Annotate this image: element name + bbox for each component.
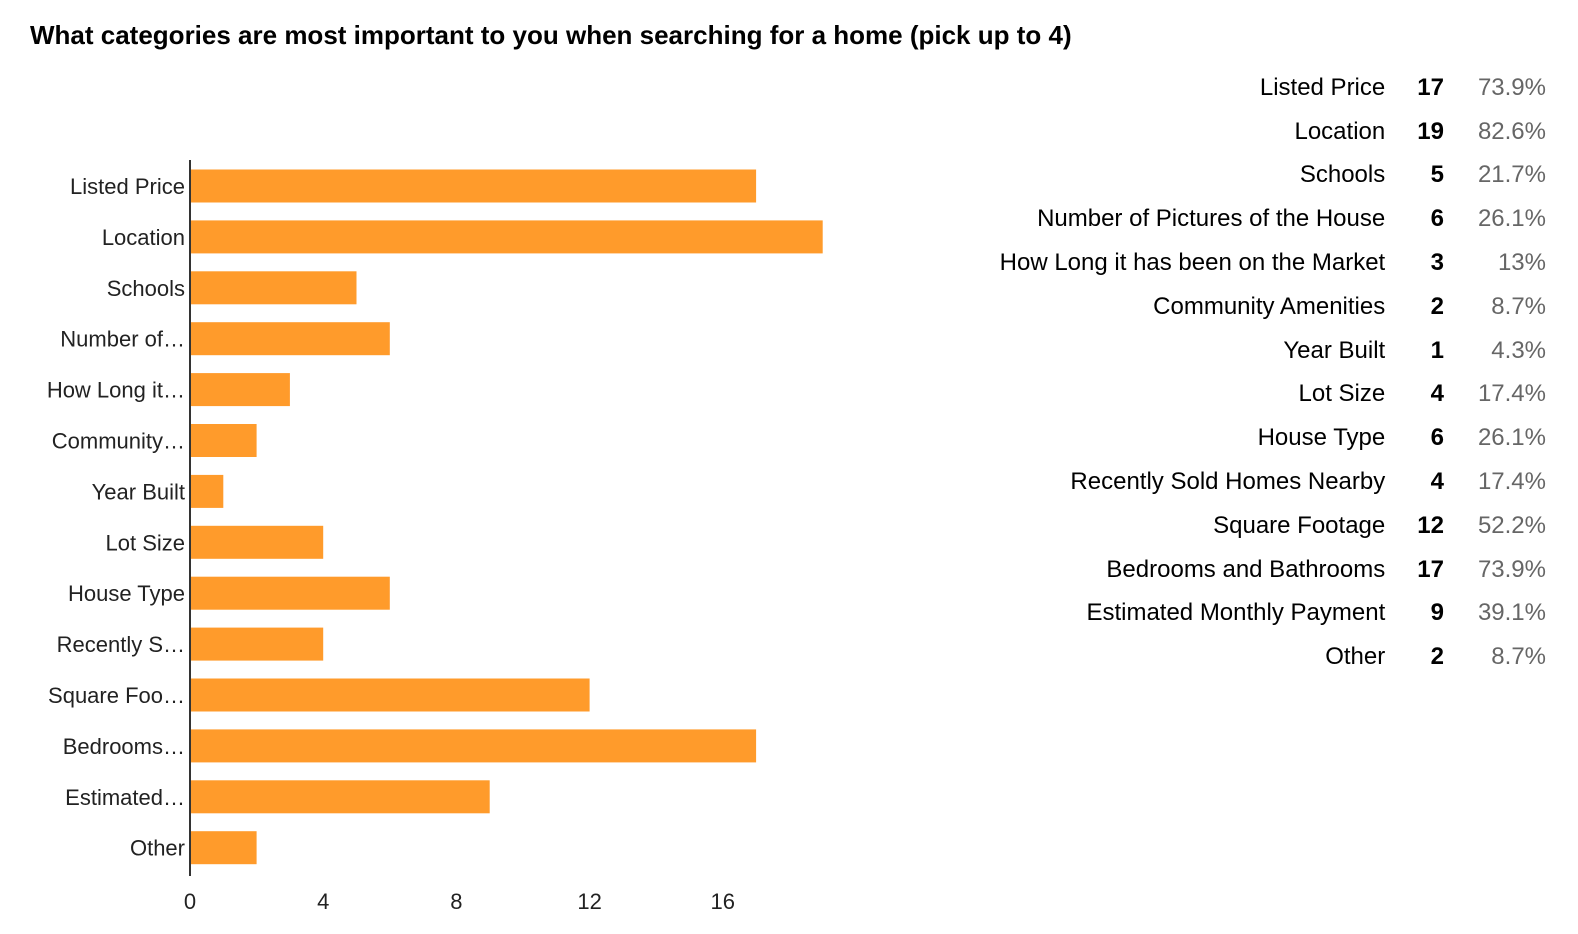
- row-count: 3: [1430, 249, 1444, 277]
- row-count: 4: [1430, 468, 1444, 496]
- summary-row: Number of Pictures of the House 6 26.1%: [1000, 197, 1546, 241]
- row-label: Lot Size: [1298, 380, 1386, 408]
- x-tick-label: 4: [317, 889, 329, 914]
- summary-row: Year Built 1 4.3%: [1000, 329, 1546, 373]
- row-percent: 8.7%: [1491, 292, 1546, 320]
- row-percent: 4.3%: [1491, 336, 1546, 364]
- y-tick-label: Year Built: [92, 479, 185, 504]
- bar: [190, 424, 257, 457]
- row-count: 19: [1417, 117, 1444, 145]
- row-percent: 73.9%: [1477, 555, 1546, 583]
- bar: [190, 729, 757, 763]
- summary-row: Recently Sold Homes Nearby 4 17.4%: [1000, 460, 1546, 504]
- row-percent: 17.4%: [1477, 468, 1546, 496]
- y-tick-label: How Long it…: [47, 378, 185, 403]
- row-label: Other: [1325, 643, 1386, 671]
- row-count: 9: [1430, 599, 1444, 627]
- y-tick-label: House Type: [68, 581, 185, 606]
- row-count: 12: [1417, 511, 1444, 539]
- y-tick-label: Bedrooms…: [63, 734, 185, 759]
- y-tick-label: Estimated…: [65, 785, 185, 810]
- row-label: Estimated Monthly Payment: [1086, 599, 1386, 627]
- x-tick-label: 16: [711, 889, 735, 914]
- bar: [190, 525, 324, 559]
- summary-row: Square Footage 12 52.2%: [1000, 504, 1546, 548]
- bar: [190, 322, 390, 356]
- row-label: Schools: [1299, 161, 1386, 189]
- x-tick-label: 12: [577, 889, 601, 914]
- y-tick-label: Other: [130, 836, 185, 861]
- row-percent: 26.1%: [1477, 424, 1546, 452]
- row-label: Year Built: [1283, 336, 1386, 364]
- bar: [190, 474, 224, 508]
- row-count: 17: [1417, 73, 1444, 101]
- bar-chart: Listed Price Location Schools Number of… How…: [47, 160, 823, 914]
- y-tick-label: Community…: [52, 429, 185, 454]
- row-count: 2: [1430, 292, 1444, 320]
- summary-row: Estimated Monthly Payment 9 39.1%: [1000, 592, 1546, 636]
- row-percent: 82.6%: [1477, 117, 1546, 145]
- row-label: Listed Price: [1259, 73, 1386, 101]
- bar: [190, 373, 290, 407]
- row-percent: 13%: [1497, 249, 1546, 277]
- summary-table: Listed Price 17 73.9% Location 19 82.6% School…: [1000, 66, 1546, 679]
- row-percent: 26.1%: [1477, 205, 1546, 233]
- summary-row: Lot Size 4 17.4%: [1000, 373, 1546, 417]
- row-label: Community Amenities: [1153, 292, 1386, 320]
- y-tick-label: Square Foo…: [48, 683, 185, 708]
- row-count: 2: [1430, 643, 1444, 671]
- row-label: Square Footage: [1213, 511, 1386, 539]
- row-count: 17: [1417, 555, 1444, 583]
- y-tick-label: Lot Size: [106, 530, 186, 555]
- row-count: 6: [1430, 205, 1444, 233]
- summary-row: How Long it has been on the Market 3 13%: [1000, 241, 1546, 285]
- bar: [190, 627, 324, 661]
- row-percent: 8.7%: [1491, 643, 1546, 671]
- row-label: House Type: [1257, 424, 1386, 452]
- bar: [190, 169, 757, 203]
- summary-row: House Type 6 26.1%: [1000, 416, 1546, 460]
- row-count: 5: [1430, 161, 1444, 189]
- bar: [190, 780, 490, 814]
- row-percent: 17.4%: [1477, 380, 1546, 408]
- row-count: 4: [1430, 380, 1444, 408]
- row-label: Recently Sold Homes Nearby: [1070, 468, 1386, 496]
- row-label: Location: [1294, 117, 1386, 145]
- summary-row: Listed Price 17 73.9%: [1000, 66, 1546, 110]
- y-tick-label: Recently S…: [57, 632, 185, 657]
- y-tick-label: Location: [102, 225, 185, 250]
- summary-row: Schools 5 21.7%: [1000, 154, 1546, 198]
- row-percent: 52.2%: [1477, 511, 1546, 539]
- summary-row: Other 2 8.7%: [1000, 635, 1546, 679]
- y-tick-label: Number of…: [60, 327, 185, 352]
- summary-row: Location 19 82.6%: [1000, 110, 1546, 154]
- bar: [190, 831, 257, 865]
- row-label: Number of Pictures of the House: [1037, 205, 1386, 233]
- row-count: 1: [1430, 336, 1444, 364]
- summary-row: Bedrooms and Bathrooms 17 73.9%: [1000, 548, 1546, 592]
- row-label: Bedrooms and Bathrooms: [1106, 555, 1386, 583]
- y-tick-label: Schools: [107, 276, 185, 301]
- row-percent: 39.1%: [1477, 599, 1546, 627]
- row-label: How Long it has been on the Market: [999, 249, 1386, 277]
- row-percent: 73.9%: [1477, 73, 1546, 101]
- x-tick-label: 8: [450, 889, 462, 914]
- bar: [190, 678, 590, 712]
- bar: [190, 220, 823, 254]
- bar: [190, 576, 390, 610]
- y-tick-label: Listed Price: [70, 174, 185, 199]
- x-tick-label: 0: [184, 889, 196, 914]
- summary-row: Community Amenities 2 8.7%: [1000, 285, 1546, 329]
- row-count: 6: [1430, 424, 1444, 452]
- row-percent: 21.7%: [1477, 161, 1546, 189]
- bar: [190, 271, 357, 305]
- chart-title: What categories are most important to yo…: [30, 20, 1072, 50]
